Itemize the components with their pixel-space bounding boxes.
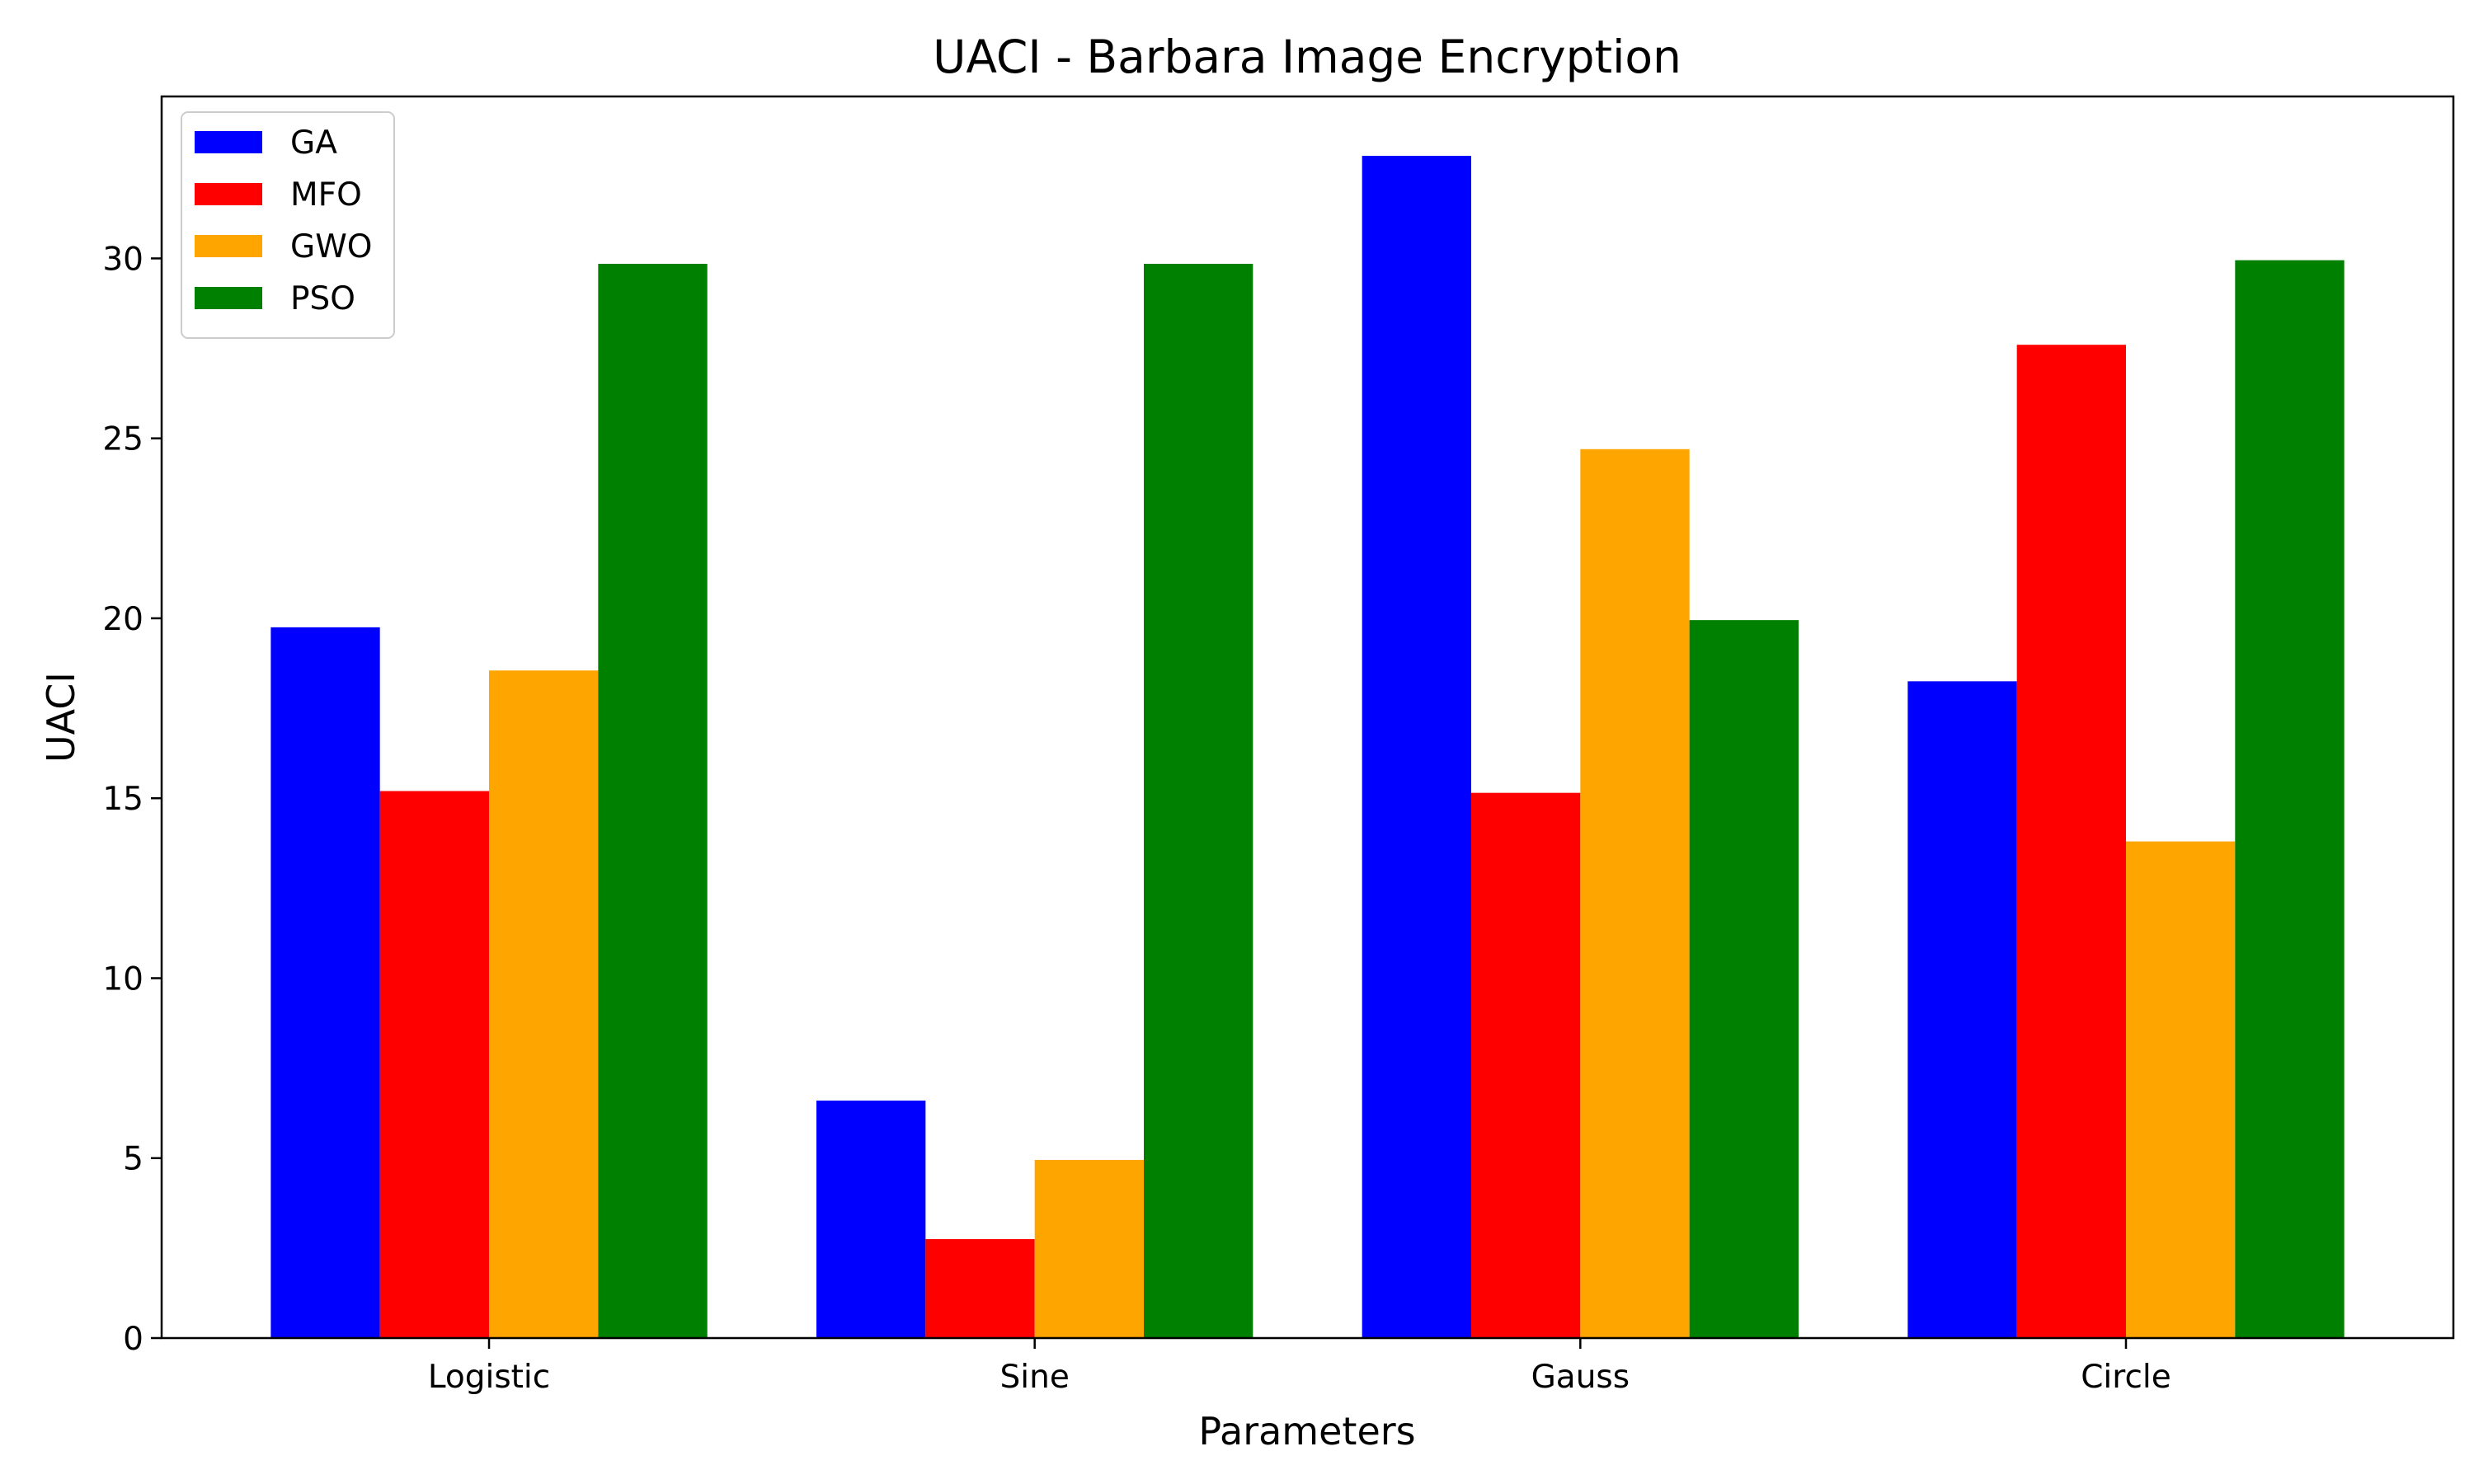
bar-ga-gauss [1362, 156, 1471, 1338]
bar-gwo-circle [2125, 841, 2236, 1338]
y-tick-label: 15 [102, 781, 143, 818]
chart-title: UACI - Barbara Image Encryption [933, 31, 1681, 83]
y-axis-label: UACI [39, 672, 83, 763]
y-tick-label: 25 [102, 421, 143, 458]
bar-mfo-sine [925, 1238, 1035, 1338]
bars-layer [270, 156, 2345, 1339]
plot-frame [160, 95, 2455, 1340]
legend-swatch-ga [195, 131, 262, 153]
legend-box [181, 111, 395, 339]
y-tick-label: 0 [123, 1321, 143, 1358]
legend-label-gwo: GWO [290, 228, 372, 265]
y-tick-label: 30 [102, 241, 143, 278]
bar-ga-circle [1907, 681, 2017, 1338]
x-axis-label: Parameters [1198, 1409, 1415, 1453]
bar-gwo-logistic [489, 670, 599, 1338]
legend-swatch-pso [195, 287, 262, 309]
x-tick-label-logistic: Logistic [428, 1359, 550, 1396]
legend-label-ga: GA [290, 124, 337, 162]
bar-mfo-circle [2016, 345, 2126, 1339]
bar-gwo-gauss [1580, 448, 1690, 1338]
bar-pso-sine [1144, 263, 1253, 1339]
x-tick-label-circle: Circle [2081, 1359, 2171, 1396]
bar-pso-gauss [1689, 620, 1799, 1338]
x-axis: Logistic Sine Gauss Circle [428, 1338, 2171, 1396]
legend: GA MFO GWO PSO [181, 111, 395, 339]
y-axis: 0 5 10 15 20 25 30 [102, 241, 162, 1358]
x-tick-label-sine: Sine [1000, 1359, 1070, 1396]
y-tick-label: 5 [123, 1141, 143, 1178]
bar-ga-logistic [270, 627, 380, 1338]
bar-pso-logistic [598, 263, 708, 1339]
bar-gwo-sine [1034, 1159, 1144, 1338]
bar-ga-sine [816, 1100, 926, 1338]
legend-label-pso: PSO [290, 280, 355, 317]
legend-label-mfo: MFO [290, 176, 362, 214]
bar-mfo-logistic [379, 791, 490, 1338]
legend-swatch-mfo [195, 183, 262, 205]
y-tick-label: 20 [102, 601, 143, 638]
legend-swatch-gwo [195, 235, 262, 257]
bar-pso-circle [2235, 260, 2345, 1338]
y-tick-label: 10 [102, 960, 143, 998]
bar-mfo-gauss [1471, 792, 1581, 1338]
x-tick-label-gauss: Gauss [1531, 1359, 1630, 1396]
